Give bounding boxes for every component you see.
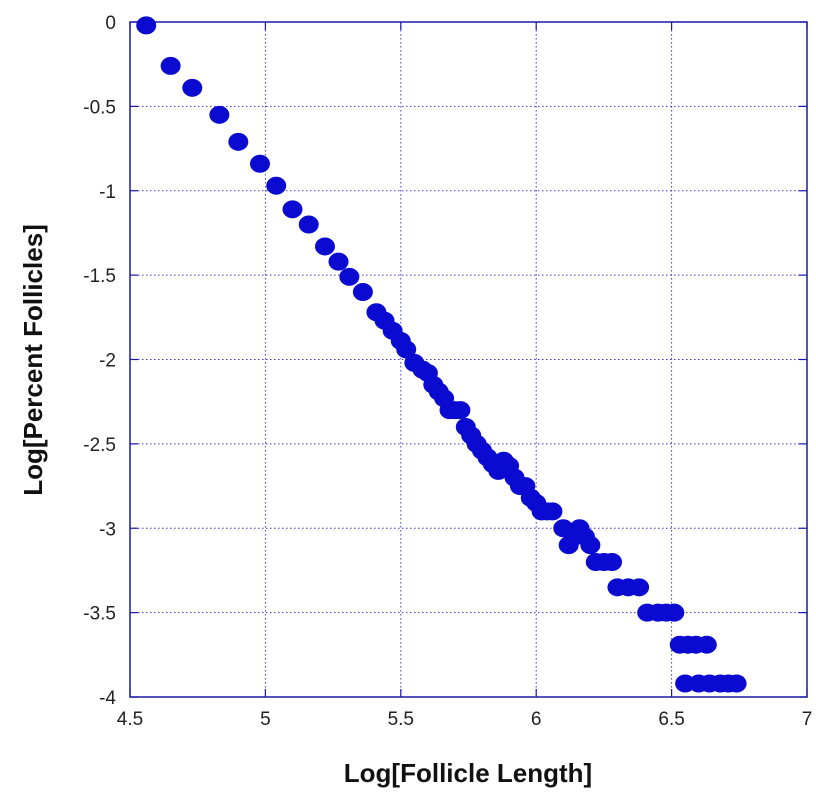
data-point (298, 215, 319, 234)
y-tick-label: -1 (99, 182, 116, 203)
data-point (580, 536, 601, 555)
y-tick-label: -3 (99, 519, 116, 540)
y-tick-label: -0.5 (83, 97, 116, 118)
data-point (328, 252, 349, 271)
data-point (696, 635, 717, 654)
x-tick-label: 6.5 (658, 709, 684, 730)
data-point (209, 105, 230, 124)
data-point (249, 154, 270, 173)
plot-frame (129, 21, 808, 698)
x-tick-label: 5.5 (388, 709, 414, 730)
data-point (726, 674, 747, 693)
y-tick-label: -4 (99, 688, 116, 709)
data-points (136, 16, 747, 693)
data-point (160, 56, 181, 75)
x-tick-label: 7 (802, 709, 813, 730)
y-tick-label: 0 (105, 13, 116, 34)
data-point (339, 267, 360, 286)
data-point (266, 176, 287, 195)
data-point (352, 283, 373, 301)
y-tick-label: -3.5 (83, 604, 116, 625)
tick-labels: 4.5 5 5.5 6 6.5 7 0 -0.5 -1 -1.5 -2 -2.5 -3 -3.5 -4 (83, 13, 812, 730)
data-point (314, 237, 335, 256)
data-point (450, 401, 471, 420)
data-point (664, 603, 685, 622)
axis-ticks (129, 21, 808, 698)
data-point (228, 132, 249, 151)
y-tick-label: -2 (99, 351, 116, 372)
data-point (602, 553, 623, 571)
data-point (282, 200, 303, 219)
data-point (542, 502, 563, 521)
y-tick-label: -2.5 (83, 435, 116, 456)
data-point (182, 78, 203, 97)
data-point (396, 340, 417, 359)
grid-lines (130, 22, 807, 697)
data-point (629, 578, 650, 597)
x-tick-label: 6 (531, 709, 542, 730)
y-axis-title: Log[Percent Follicles] (18, 224, 48, 496)
x-axis-title: Log[Follicle Length] (344, 758, 592, 788)
x-tick-label: 4.5 (117, 709, 143, 730)
data-point (136, 16, 157, 35)
x-tick-label: 5 (260, 709, 271, 730)
y-tick-label: -1.5 (83, 266, 116, 287)
